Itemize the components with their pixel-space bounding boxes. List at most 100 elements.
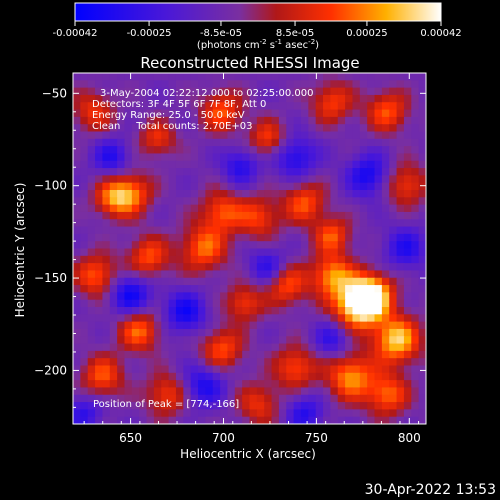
heatmap-cell	[256, 372, 265, 381]
heatmap-cell	[403, 350, 412, 359]
heatmap-cell	[102, 146, 111, 155]
heatmap-cell	[190, 153, 199, 162]
heatmap-cell	[146, 168, 155, 176]
heatmap-cell	[264, 138, 273, 147]
heatmap-cell	[286, 372, 295, 381]
heatmap-cell	[286, 168, 295, 176]
heatmap-cell	[131, 197, 140, 206]
heatmap-cell	[293, 73, 302, 81]
heatmap-cell	[271, 387, 280, 396]
heatmap-cell	[323, 211, 331, 220]
heatmap-cell	[337, 153, 346, 162]
heatmap-cell	[396, 350, 405, 359]
heatmap-cell	[352, 233, 361, 242]
heatmap-cell	[124, 146, 133, 155]
heatmap-cell	[153, 168, 162, 176]
heatmap-cell	[73, 102, 81, 111]
heatmap-cell	[411, 277, 420, 286]
heatmap-cell	[190, 336, 199, 345]
heatmap-cell	[242, 87, 251, 96]
heatmap-cell	[190, 175, 199, 184]
heatmap-cell	[109, 182, 118, 191]
heatmap-cell	[117, 380, 126, 389]
heatmap-cell	[131, 94, 140, 103]
heatmap-cell	[139, 175, 148, 184]
annotation-energy: Energy Range: 25.0 - 50.0 keV	[92, 110, 245, 121]
heatmap-cell	[183, 73, 192, 81]
heatmap-cell	[374, 416, 383, 424]
heatmap-cell	[308, 153, 317, 162]
heatmap-cell	[293, 153, 302, 162]
heatmap-cell	[352, 372, 361, 381]
heatmap-cell	[256, 285, 265, 293]
heatmap-cell	[205, 138, 214, 147]
heatmap-cell	[146, 109, 155, 118]
heatmap-cell	[242, 321, 251, 330]
heatmap-cell	[367, 277, 376, 286]
heatmap-cell	[315, 255, 324, 264]
heatmap-cell	[256, 73, 265, 81]
heatmap-cell	[109, 321, 118, 330]
heatmap-cell	[227, 336, 236, 345]
heatmap-cell	[418, 124, 426, 133]
heatmap-cell	[374, 116, 383, 125]
heatmap-cell	[117, 153, 126, 162]
heatmap-cell	[73, 175, 81, 184]
heatmap-cell	[117, 80, 126, 89]
heatmap-cell	[109, 358, 118, 367]
heatmap-cell	[403, 73, 412, 81]
heatmap-cell	[403, 248, 412, 257]
heatmap-cell	[330, 292, 339, 301]
heatmap-cell	[278, 190, 287, 198]
heatmap-cell	[374, 292, 383, 301]
heatmap-cell	[359, 182, 368, 191]
heatmap-cell	[73, 263, 81, 272]
heatmap-cell	[411, 124, 420, 133]
heatmap-cell	[198, 197, 206, 206]
heatmap-cell	[161, 219, 170, 228]
heatmap-cell	[315, 358, 324, 367]
heatmap-cell	[227, 182, 236, 191]
heatmap-cell	[403, 153, 412, 162]
heatmap-cell	[359, 350, 368, 359]
heatmap-cell	[87, 102, 96, 111]
heatmap-cell	[146, 182, 155, 191]
heatmap-cell	[242, 307, 251, 315]
heatmap-cell	[271, 409, 280, 418]
heatmap-cell	[117, 358, 126, 367]
heatmap-cell	[352, 73, 361, 81]
heatmap-cell	[190, 248, 199, 257]
heatmap-cell	[345, 299, 354, 308]
heatmap-cell	[161, 102, 170, 111]
heatmap-cell	[87, 197, 96, 206]
heatmap-cell	[212, 182, 221, 191]
heatmap-cell	[220, 116, 229, 125]
heatmap-cell	[403, 241, 412, 250]
heatmap-cell	[403, 394, 412, 403]
heatmap-cell	[411, 402, 420, 410]
heatmap-cell	[80, 80, 89, 89]
heatmap-cell	[411, 314, 420, 323]
heatmap-cell	[131, 270, 140, 279]
heatmap-cell	[161, 116, 170, 125]
heatmap-cell	[271, 328, 280, 337]
annotation-detectors: Detectors: 3F 4F 5F 6F 7F 8F, Att 0	[92, 99, 266, 110]
heatmap-cell	[153, 94, 162, 103]
heatmap-cell	[168, 87, 177, 96]
heatmap-cell	[190, 292, 199, 301]
heatmap-cell	[234, 109, 243, 118]
heatmap-cell	[87, 328, 96, 337]
heatmap-cell	[381, 350, 390, 359]
heatmap-cell	[80, 387, 89, 396]
heatmap-cell	[117, 94, 126, 103]
heatmap-cell	[249, 292, 258, 301]
heatmap-cell	[308, 102, 317, 111]
heatmap-cell	[330, 233, 339, 242]
heatmap-cell	[345, 168, 354, 176]
heatmap-cell	[381, 358, 390, 367]
heatmap-cell	[227, 124, 236, 133]
heatmap-cell	[175, 292, 184, 301]
heatmap-cell	[381, 87, 390, 96]
heatmap-cell	[293, 343, 302, 352]
heatmap-cell	[212, 380, 221, 389]
